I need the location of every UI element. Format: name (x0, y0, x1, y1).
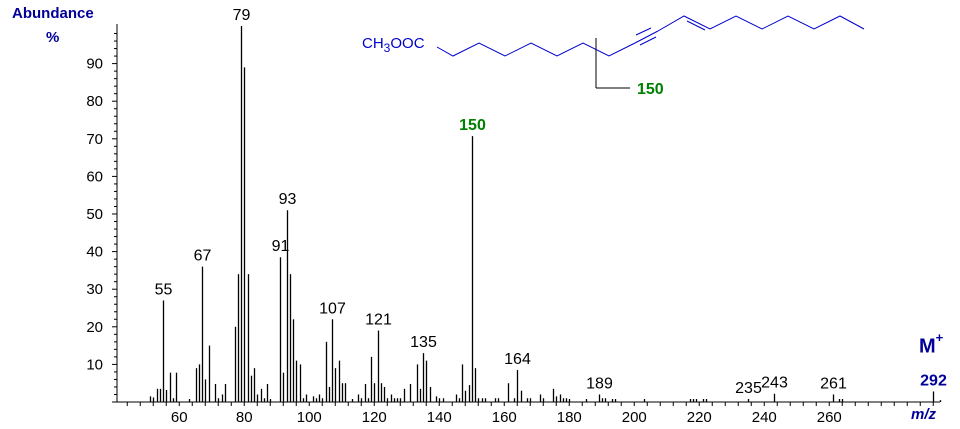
molecular-ion-label: M+ (919, 330, 944, 359)
ester-group-label: CH3OOC (362, 35, 425, 55)
peak-label-292: 292 (920, 372, 947, 389)
peak-label-93: 93 (279, 191, 297, 208)
x-axis-title: m/z (911, 406, 937, 423)
x-tick-label: 240 (752, 409, 777, 426)
peak-label-107: 107 (319, 300, 346, 317)
x-tick-label: 200 (622, 409, 647, 426)
molecular-ion-text: M (919, 335, 936, 358)
y-axis: 10 20 30 40 50 60 70 80 90 (86, 24, 118, 403)
y-tick-label: 20 (86, 319, 103, 336)
x-tick-label: 220 (687, 409, 712, 426)
x-tick-label: 100 (297, 409, 322, 426)
molecular-ion-charge: + (935, 330, 944, 345)
y-tick-label: 70 (86, 131, 103, 148)
y-tick-label: 40 (86, 244, 103, 261)
peak-label-150: 150 (459, 117, 486, 134)
y-tick-label: 30 (86, 281, 103, 298)
peaks (149, 26, 942, 402)
chemical-structure: CH3OOC 150 (362, 15, 865, 98)
y-tick-label: 50 (86, 206, 103, 223)
y-axis-title: Abundance (12, 5, 94, 22)
peak-label-121: 121 (365, 312, 392, 329)
peak-label-235: 235 (735, 380, 762, 397)
x-axis: 60 80 100 120 140 160 180 200 220 240 260 (112, 401, 940, 426)
x-tick-label: 260 (817, 409, 842, 426)
y-tick-label: 60 (86, 168, 103, 185)
x-tick-label: 160 (492, 409, 517, 426)
peak-label-135: 135 (410, 334, 437, 351)
peak-label-261: 261 (820, 375, 847, 392)
peak-label-79: 79 (233, 7, 251, 24)
x-tick-label: 120 (362, 409, 387, 426)
y-tick-label: 80 (86, 93, 103, 110)
peak-label-67: 67 (194, 248, 212, 265)
x-tick-label: 140 (427, 409, 452, 426)
x-tick-label: 60 (171, 409, 188, 426)
peak-label-55: 55 (155, 281, 173, 298)
peak-label-189: 189 (586, 375, 613, 392)
peak-label-164: 164 (504, 351, 531, 368)
y-tick-label: 90 (86, 56, 103, 73)
x-tick-label: 80 (236, 409, 253, 426)
peak-label-91: 91 (272, 238, 290, 255)
peak-labels: 55 67 79 91 93 107 121 135 150 164 189 235 243 261 292 (155, 7, 947, 397)
fragment-label: 150 (637, 81, 664, 98)
y-tick-label: 10 (86, 356, 103, 373)
peak-label-243: 243 (761, 375, 788, 392)
y-axis-unit: % (46, 29, 60, 46)
x-tick-label: 180 (557, 409, 582, 426)
